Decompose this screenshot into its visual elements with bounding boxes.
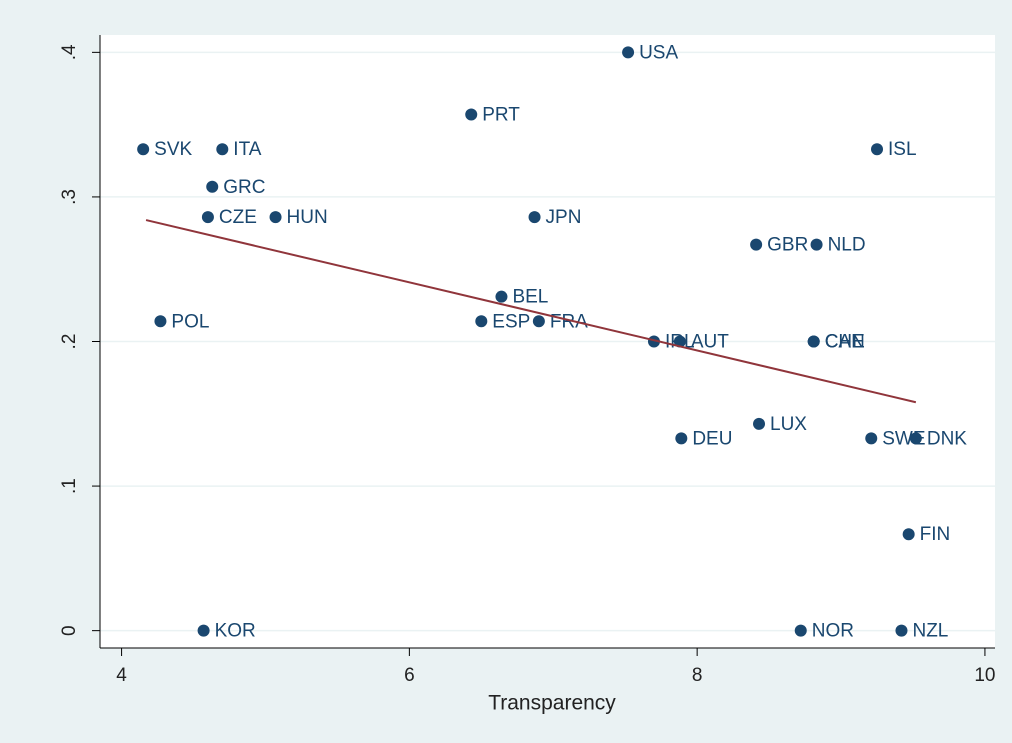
point: [269, 211, 282, 224]
point-label: CAN: [825, 332, 865, 353]
point-label: HUN: [287, 207, 328, 228]
point-label: USA: [639, 42, 678, 63]
point-label: FIN: [920, 524, 951, 545]
y-tick-label: .4: [59, 44, 80, 60]
x-tick-label: 8: [692, 665, 703, 686]
point-label: ISL: [888, 139, 917, 160]
point: [475, 315, 488, 328]
point-label: JPN: [546, 207, 582, 228]
y-tick-label: 0: [59, 625, 80, 636]
point: [673, 335, 686, 348]
point: [865, 432, 878, 445]
point: [895, 624, 908, 637]
point-label: NOR: [812, 621, 854, 642]
point: [201, 211, 214, 224]
point: [197, 624, 210, 637]
x-tick-label: 4: [116, 665, 127, 686]
point-label: CZE: [219, 207, 257, 228]
point: [810, 238, 823, 251]
point: [465, 108, 478, 121]
point: [794, 624, 807, 637]
x-tick-label: 6: [404, 665, 415, 686]
x-axis-title: Transparency: [488, 692, 616, 715]
point: [528, 211, 541, 224]
point-label: PRT: [482, 105, 520, 126]
point: [750, 238, 763, 251]
point-label: AUT: [691, 332, 729, 353]
point-label: CHE: [825, 332, 865, 353]
point: [206, 180, 219, 193]
y-tick-label: .1: [59, 478, 80, 494]
point-label: GRC: [223, 177, 265, 198]
point: [154, 315, 167, 328]
fit-line: [145, 219, 917, 404]
x-tick-label: 10: [974, 665, 995, 686]
point-label: DNK: [927, 428, 967, 449]
point: [753, 417, 766, 430]
point: [216, 143, 229, 156]
point: [871, 143, 884, 156]
point-label: FRA: [550, 311, 588, 332]
point: [675, 432, 688, 445]
point: [909, 432, 922, 445]
point: [532, 315, 545, 328]
point-label: BEL: [512, 287, 548, 308]
point-label: NZL: [912, 621, 948, 642]
point-label: KOR: [215, 621, 256, 642]
point-label: SVK: [154, 139, 192, 160]
point: [647, 335, 660, 348]
point-label: NLD: [828, 235, 866, 256]
point-label: GBR: [767, 235, 808, 256]
point: [807, 335, 820, 348]
point-label: POL: [171, 311, 209, 332]
point-label: LUX: [770, 414, 807, 435]
point: [495, 290, 508, 303]
point: [137, 143, 150, 156]
y-tick-label: .3: [59, 189, 80, 205]
point: [622, 46, 635, 59]
point-label: ITA: [233, 139, 261, 160]
y-tick-label: .2: [59, 334, 80, 350]
point: [902, 528, 915, 541]
point-label: DEU: [692, 428, 732, 449]
point-label: ESP: [492, 311, 530, 332]
